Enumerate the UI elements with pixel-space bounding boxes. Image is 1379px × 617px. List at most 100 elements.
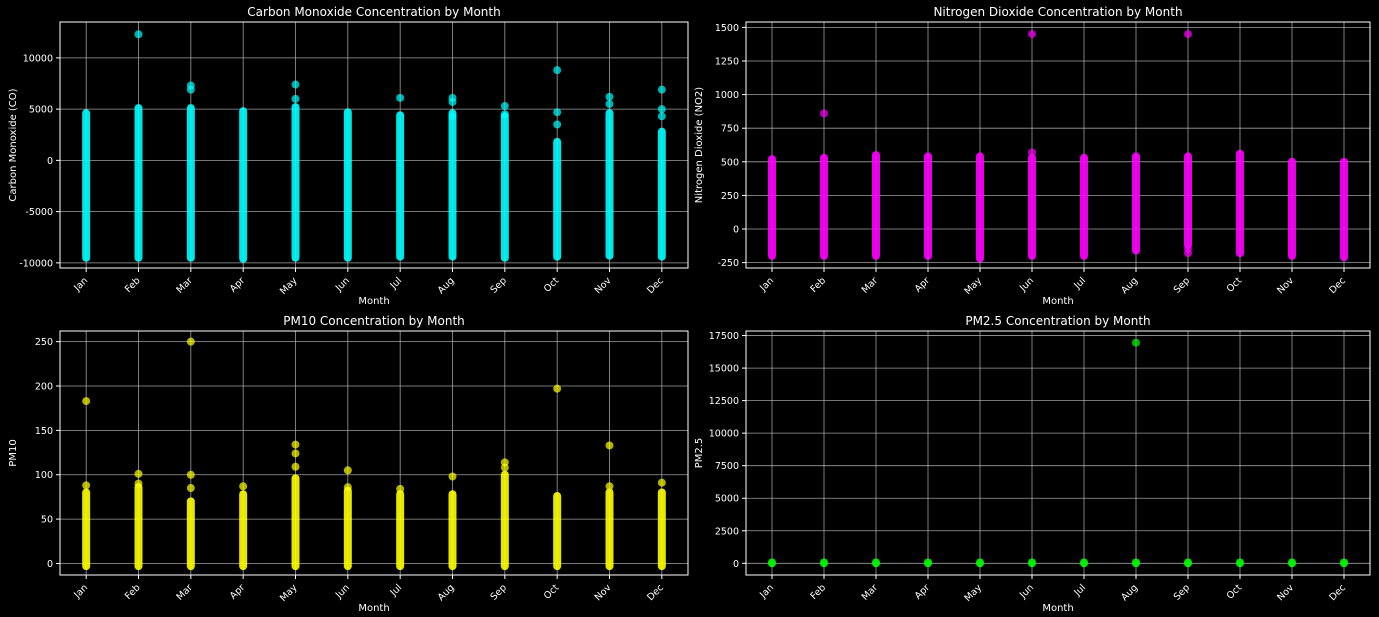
data-point-column (768, 558, 776, 568)
x-tick-label: Mar (860, 275, 881, 296)
data-point (1132, 338, 1140, 347)
x-tick-label: Nov (593, 582, 614, 603)
x-axis-label: Month (358, 296, 389, 307)
x-tick-label: May (278, 582, 300, 604)
x-tick-label: Apr (913, 582, 932, 601)
y-tick-label: 10000 (709, 429, 739, 440)
data-point (82, 481, 91, 490)
data-point-column (1080, 558, 1088, 568)
x-tick-label: Mar (174, 275, 195, 296)
x-axis-label: Month (1042, 296, 1073, 307)
data-point (553, 66, 562, 75)
data-point (605, 482, 614, 491)
data-point (239, 482, 248, 491)
data-point-column (343, 108, 352, 262)
y-tick-label: 250 (721, 191, 739, 202)
x-tick-label: May (962, 275, 984, 297)
data-point-column (291, 103, 300, 262)
y-tick-label: 7500 (715, 461, 739, 472)
y-tick-label: 1500 (715, 23, 739, 34)
data-point-column (239, 107, 248, 263)
data-point (186, 337, 195, 346)
chart-title: Nitrogen Dioxide Concentration by Month (933, 5, 1182, 19)
x-tick-label: Jan (757, 582, 776, 601)
chart-title: PM2.5 Concentration by Month (965, 314, 1150, 328)
data-point (134, 30, 143, 39)
chart-title: Carbon Monoxide Concentration by Month (247, 5, 500, 19)
data-point (657, 478, 666, 487)
data-point (553, 384, 562, 393)
data-point-column (1288, 157, 1296, 260)
data-point (553, 108, 562, 117)
x-tick-label: Sep (1172, 582, 1192, 602)
y-tick-label: 750 (721, 124, 739, 135)
x-tick-label: Dec (1327, 582, 1348, 603)
x-tick-label: Jun (333, 275, 352, 294)
y-tick-label: 5000 (29, 105, 53, 116)
data-point-column (1132, 152, 1140, 255)
data-point-column (186, 497, 195, 571)
data-point-column (657, 488, 666, 571)
data-point-column (1340, 157, 1348, 262)
y-tick-label: 12500 (709, 396, 739, 407)
x-tick-label: May (962, 582, 984, 604)
data-point-column (134, 104, 143, 262)
data-point-column (820, 558, 828, 568)
x-tick-label: Feb (808, 582, 828, 602)
x-tick-label: Sep (489, 275, 509, 295)
data-point (820, 109, 828, 118)
data-point-column (343, 486, 352, 571)
data-point (291, 440, 300, 449)
x-tick-label: Jul (1072, 275, 1089, 292)
data-point-column (500, 470, 509, 571)
data-point-column (1184, 152, 1192, 250)
x-tick-label: Apr (228, 275, 247, 294)
x-tick-label: Apr (228, 582, 247, 601)
data-point-column (976, 558, 984, 568)
data-point-column (1236, 149, 1244, 258)
x-tick-label: Jun (1017, 275, 1036, 294)
y-tick-label: 17500 (709, 331, 739, 342)
data-point (291, 449, 300, 458)
data-point-column (553, 137, 562, 261)
data-point (553, 120, 562, 129)
data-point (657, 112, 666, 121)
x-tick-label: Nov (1275, 582, 1296, 603)
plot-frame (59, 21, 689, 269)
data-point (1184, 249, 1192, 258)
data-point-column (872, 151, 880, 260)
y-tick-label: 150 (35, 426, 53, 437)
plot-frame (745, 21, 1371, 269)
data-point (657, 85, 666, 94)
y-tick-label: 0 (733, 559, 739, 570)
data-point-column (291, 474, 300, 571)
x-tick-label: Aug (436, 582, 457, 603)
data-point-column (1132, 558, 1140, 568)
data-point (396, 93, 405, 102)
data-point-column (605, 488, 614, 571)
data-point-column (1080, 153, 1088, 260)
data-point (186, 470, 195, 479)
data-point-column (1340, 558, 1348, 568)
x-tick-label: Jul (388, 275, 405, 292)
y-tick-label: 0 (733, 225, 739, 236)
data-point-column (1028, 558, 1036, 568)
x-tick-label: Jul (1072, 582, 1089, 599)
x-tick-label: Nov (593, 275, 614, 296)
pm25-scatter-chart: PM2.5 Concentration by Month 0 2500 5000 750… (694, 314, 1371, 614)
data-point (500, 463, 509, 472)
data-point (343, 466, 352, 475)
y-axis-label: PM2.5 (694, 438, 705, 469)
x-tick-label: Aug (1119, 275, 1140, 296)
x-axis-label: Month (1042, 603, 1073, 614)
x-tick-label: Feb (808, 275, 828, 295)
x-tick-label: Jan (71, 275, 90, 294)
x-tick-label: Feb (123, 275, 143, 295)
data-point (396, 484, 405, 493)
data-point-column (768, 155, 776, 260)
data-point (500, 110, 509, 119)
y-tick-label: 2500 (715, 526, 739, 537)
data-point (448, 97, 457, 106)
data-point-column (924, 558, 932, 568)
